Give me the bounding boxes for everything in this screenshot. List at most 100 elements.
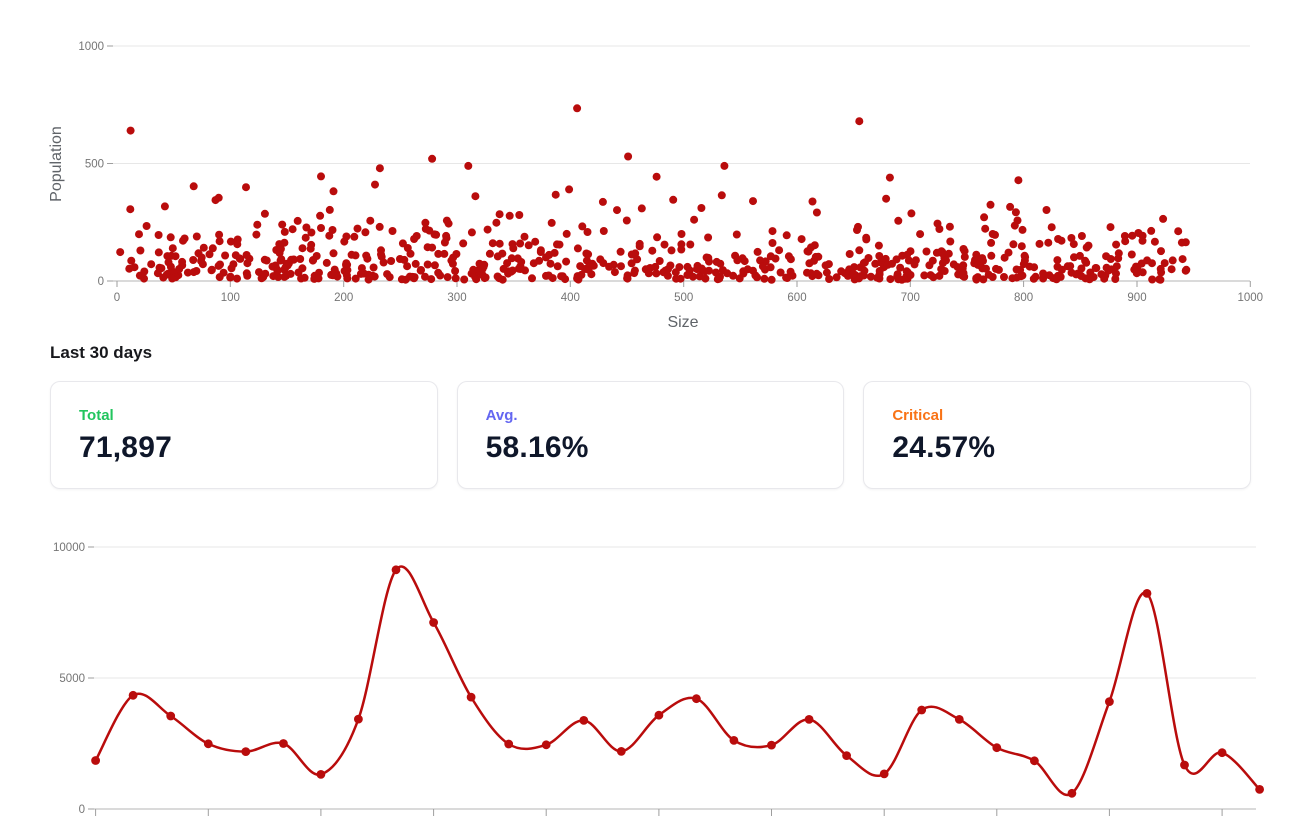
scatter-point [416, 266, 425, 275]
scatter-point [314, 274, 323, 283]
line-point [842, 751, 851, 760]
scatter-point [704, 253, 713, 262]
y-tick-label: 0 [79, 804, 85, 816]
scatter-point [1029, 274, 1038, 283]
scatter-point [317, 172, 325, 181]
scatter-point [214, 261, 223, 270]
scatter-point [442, 216, 451, 225]
scatter-point [350, 232, 359, 241]
scatter-point [945, 222, 954, 231]
scatter-point [288, 225, 297, 234]
line-point [166, 711, 176, 721]
scatter-point [667, 246, 676, 255]
scatter-point [855, 246, 864, 255]
x-tick-label: 200 [334, 292, 353, 304]
scatter-point [782, 231, 791, 240]
line-chart: 0 5000 10000 [0, 530, 1301, 817]
scatter-point [686, 240, 695, 249]
scatter-point [353, 224, 362, 233]
line-point [1067, 788, 1077, 798]
scatter-point [767, 275, 776, 284]
scatter-point [797, 235, 806, 244]
scatter-point [732, 230, 741, 239]
y-tick-label: 500 [85, 159, 104, 171]
scatter-point [342, 259, 351, 268]
y-axis-title: Population [48, 126, 65, 202]
scatter-point [467, 269, 476, 278]
line-point [954, 715, 964, 724]
scatter-point [440, 238, 449, 247]
scatter-point [396, 255, 404, 263]
scatter-point [1112, 240, 1121, 249]
scatter-point [821, 261, 830, 270]
scatter-point [874, 241, 883, 250]
y-tick-label: 5000 [59, 673, 85, 685]
scatter-point [493, 272, 502, 281]
scatter-point [739, 269, 748, 278]
line-point [804, 715, 814, 724]
scatter-point [814, 271, 823, 280]
scatter-point [768, 239, 777, 247]
scatter-point [443, 273, 452, 282]
scatter-point [215, 230, 224, 239]
scatter-point [916, 230, 925, 239]
scatter-point [776, 268, 785, 277]
scatter-point [648, 246, 657, 255]
scatter-point [495, 239, 504, 248]
y-tick-label: 1000 [78, 41, 104, 53]
x-tick-label: 800 [1014, 292, 1033, 304]
scatter-point [1106, 223, 1115, 232]
scatter-point [1039, 269, 1048, 278]
scatter-point [411, 259, 420, 268]
scatter-point [892, 255, 901, 264]
scatter-point [582, 249, 591, 258]
line-point [1030, 756, 1039, 766]
scatter-point [442, 231, 451, 240]
scatter-point [1138, 268, 1147, 277]
line-point [541, 740, 551, 750]
scatter-point [278, 220, 287, 229]
scatter-point [760, 274, 769, 283]
scatter-point [903, 268, 912, 277]
scatter-point [837, 267, 846, 276]
scatter-point [507, 254, 516, 263]
scatter-point [363, 254, 372, 263]
scatter-point [588, 259, 597, 268]
scatter-point [1148, 259, 1156, 268]
scatter-point [690, 215, 699, 224]
line-path [94, 565, 1261, 797]
scatter-point [651, 262, 660, 271]
scatter-point [635, 242, 644, 251]
scatter-point [127, 256, 136, 265]
scatter-point [517, 258, 526, 266]
scatter-point [1127, 250, 1136, 259]
scatter-point [1130, 265, 1139, 274]
scatter-point [160, 202, 169, 211]
line-point [692, 694, 701, 704]
scatter-point [578, 222, 587, 231]
scatter-point [1082, 243, 1091, 252]
stat-card-label: Avg. [485, 407, 518, 424]
x-tick-label: 100 [221, 292, 240, 304]
scatter-point [808, 197, 817, 206]
scatter-point [1148, 275, 1157, 284]
scatter-point [1114, 254, 1123, 263]
scatter-point [340, 237, 349, 246]
scatter-point [1069, 240, 1078, 249]
scatter-point [387, 257, 396, 265]
scatter-point [613, 206, 621, 215]
scatter-point [375, 164, 384, 173]
scatter-point [403, 262, 412, 271]
stat-card-label: Total [79, 407, 114, 424]
stat-card-value: 58.16% [485, 431, 589, 464]
scatter-point [1128, 231, 1137, 240]
scatter-point [562, 229, 571, 238]
scatter-point [529, 259, 538, 268]
scatter-point [226, 272, 235, 281]
scatter-point [637, 204, 646, 213]
scatter-point [922, 247, 931, 256]
scatter-point [286, 269, 295, 278]
scatter-point [758, 262, 767, 271]
scatter-point [1017, 242, 1026, 251]
scatter-point [130, 263, 139, 272]
